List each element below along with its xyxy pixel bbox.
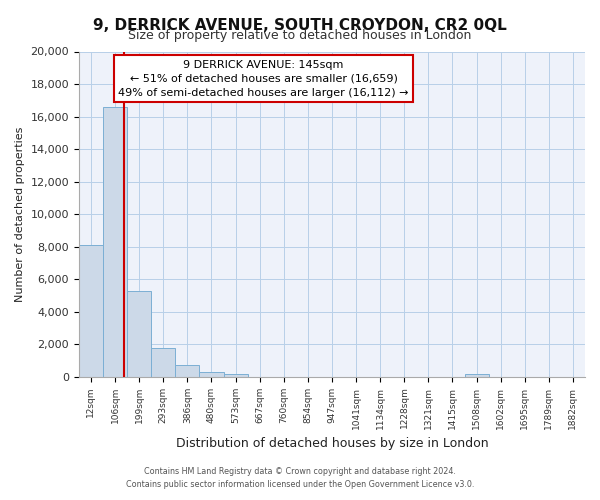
Bar: [151, 348, 175, 377]
Text: Contains HM Land Registry data © Crown copyright and database right 2024.
Contai: Contains HM Land Registry data © Crown c…: [126, 468, 474, 489]
Bar: [79, 245, 103, 377]
Bar: [175, 364, 199, 377]
Text: 9 DERRICK AVENUE: 145sqm
← 51% of detached houses are smaller (16,659)
49% of se: 9 DERRICK AVENUE: 145sqm ← 51% of detach…: [118, 60, 409, 98]
Bar: [464, 374, 488, 377]
Bar: [224, 374, 248, 377]
Bar: [127, 290, 151, 377]
X-axis label: Distribution of detached houses by size in London: Distribution of detached houses by size …: [176, 437, 488, 450]
Bar: [103, 107, 127, 377]
Y-axis label: Number of detached properties: Number of detached properties: [15, 126, 25, 302]
Bar: [199, 372, 224, 377]
Text: 9, DERRICK AVENUE, SOUTH CROYDON, CR2 0QL: 9, DERRICK AVENUE, SOUTH CROYDON, CR2 0Q…: [93, 18, 507, 32]
Text: Size of property relative to detached houses in London: Size of property relative to detached ho…: [128, 29, 472, 42]
